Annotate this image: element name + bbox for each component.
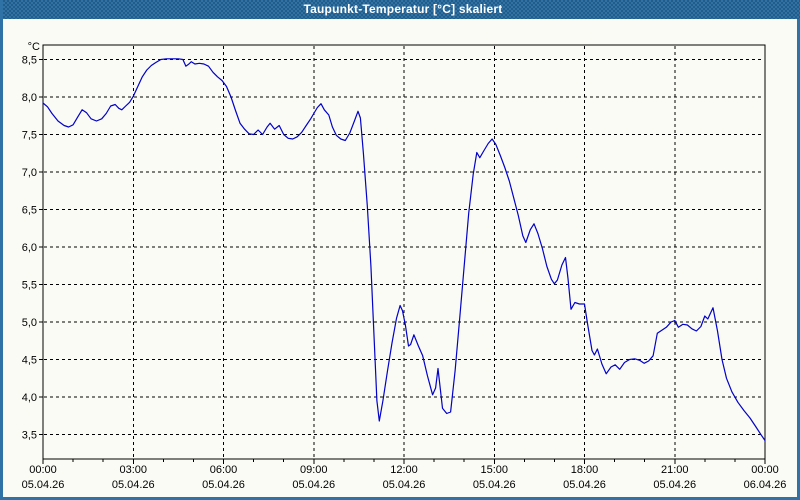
x-time-label: 15:00 [480,464,508,476]
y-tick-label: 6,0 [22,242,37,254]
y-tick-label: 8,5 [22,55,37,67]
y-tick-label: 7,5 [22,130,37,142]
x-date-label: 05.04.26 [473,479,516,491]
x-date-label: 05.04.26 [563,479,606,491]
x-date-label: 05.04.26 [653,479,696,491]
x-time-label: 09:00 [300,464,328,476]
y-tick-label: 4,5 [22,355,37,367]
y-tick-label: 8,0 [22,92,37,104]
x-date-label: 05.04.26 [292,479,335,491]
y-tick-label: 3,5 [22,430,37,442]
x-date-label: 06.04.26 [744,479,787,491]
plot-border [42,44,766,460]
y-tick-label: 5,5 [22,280,37,292]
window-title-bar: Taupunkt-Temperatur [°C] skaliert [3,0,800,19]
y-tick-label: 7,0 [22,167,37,179]
y-axis-unit-label: °C [28,41,40,53]
temperature-line [42,58,766,442]
y-tick-label: 6,5 [22,205,37,217]
chart-title: Taupunkt-Temperatur [°C] skaliert [303,2,503,16]
x-date-label: 05.04.26 [112,479,155,491]
x-time-label: 03:00 [119,464,147,476]
x-time-label: 00:00 [29,464,57,476]
x-time-label: 21:00 [661,464,689,476]
y-tick-label: 4,0 [22,392,37,404]
dewpoint-line-chart: 8,5 8,0 7,5 7,0 6,5 6,0 5,5 5,0 4,5 4,0 3,5 00:00 05… [22,41,787,491]
y-tick-label: 5,0 [22,317,37,329]
x-time-label: 00:00 [751,464,779,476]
x-date-label: 05.04.26 [202,479,245,491]
x-time-label: 18:00 [571,464,599,476]
x-time-label: 12:00 [390,464,418,476]
x-date-label: 05.04.26 [22,479,65,491]
x-date-label: 05.04.26 [383,479,426,491]
x-time-label: 06:00 [210,464,238,476]
